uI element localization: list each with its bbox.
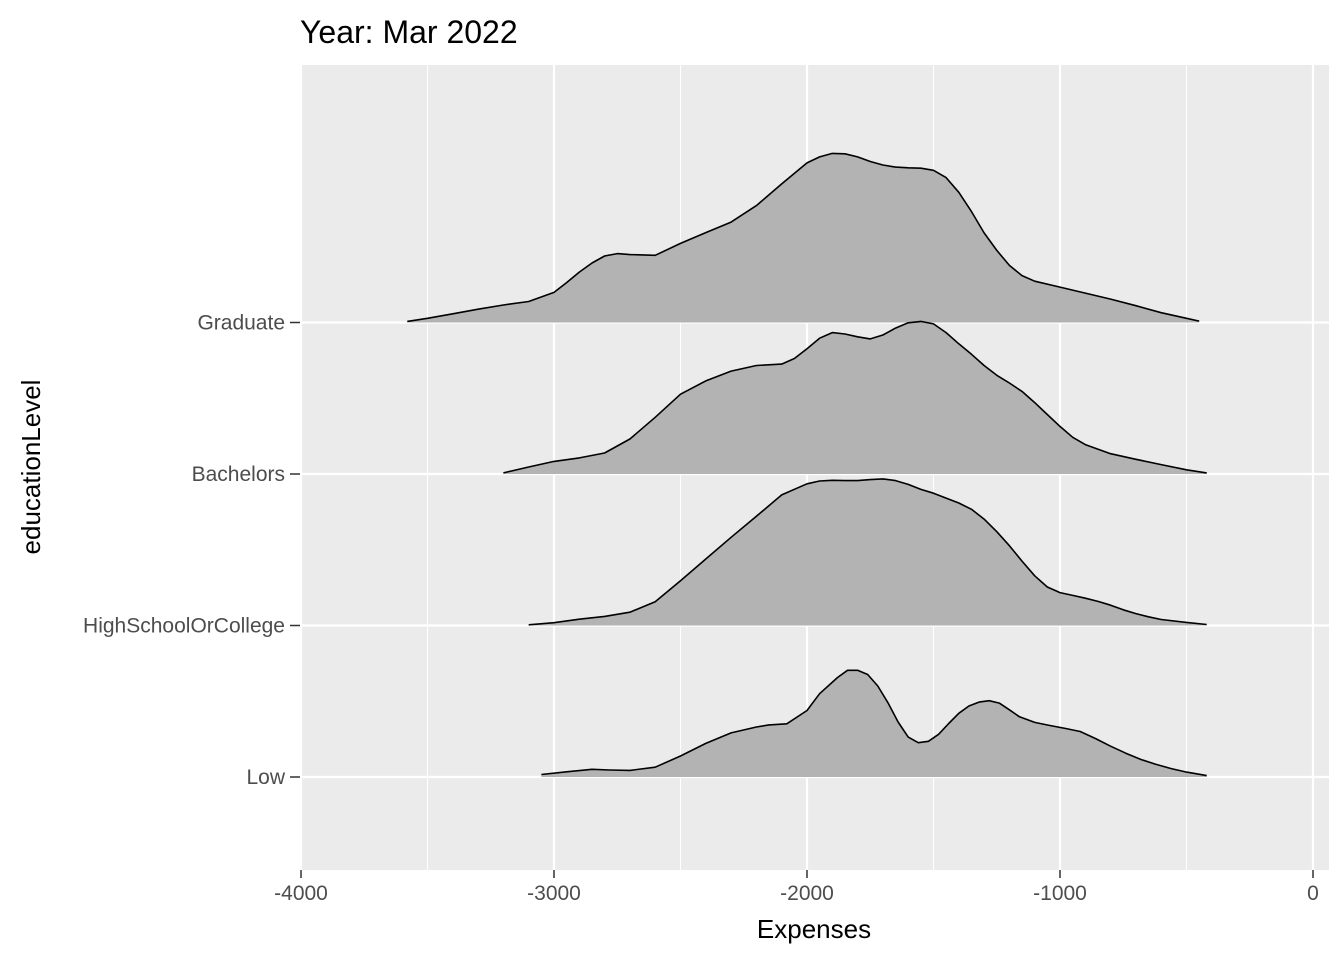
x-tick-label: -2000 (780, 882, 834, 905)
x-tick-label: -1000 (1033, 882, 1087, 905)
ridge-line-Bachelors (503, 320, 1207, 474)
ridge-area-Graduate (407, 153, 1200, 323)
y-axis-title: educationLevel (16, 380, 46, 555)
x-axis-title: Expenses (757, 914, 871, 944)
ridge-Low (541, 669, 1207, 777)
y-tick-label: HighSchoolOrCollege (83, 615, 285, 638)
ridge-line-HighSchoolOrCollege (528, 478, 1207, 626)
density-ridges (407, 152, 1207, 777)
ridge-area-HighSchoolOrCollege (528, 478, 1207, 626)
y-tick-label: Graduate (197, 312, 285, 335)
ridge-Graduate (407, 152, 1200, 323)
chart-title: Year: Mar 2022 (300, 14, 518, 50)
y-axis: Low HighSchoolOrCollege Bachelors Graduate (83, 312, 300, 789)
x-axis: -4000 -3000 -2000 -1000 0 (274, 870, 1319, 905)
x-tick-label: -4000 (274, 882, 328, 905)
ridge-line-Graduate (407, 152, 1200, 323)
ridge-HighSchoolOrCollege (528, 478, 1207, 626)
x-tick-label: -3000 (527, 882, 581, 905)
ridge-area-Bachelors (503, 321, 1207, 474)
y-tick-label: Low (246, 766, 285, 789)
ridge-area-Low (541, 670, 1207, 777)
x-tick-label: 0 (1307, 882, 1319, 905)
y-tick-label: Bachelors (192, 463, 285, 486)
ridge-line-Low (541, 669, 1207, 777)
ridge-Bachelors (503, 320, 1207, 474)
